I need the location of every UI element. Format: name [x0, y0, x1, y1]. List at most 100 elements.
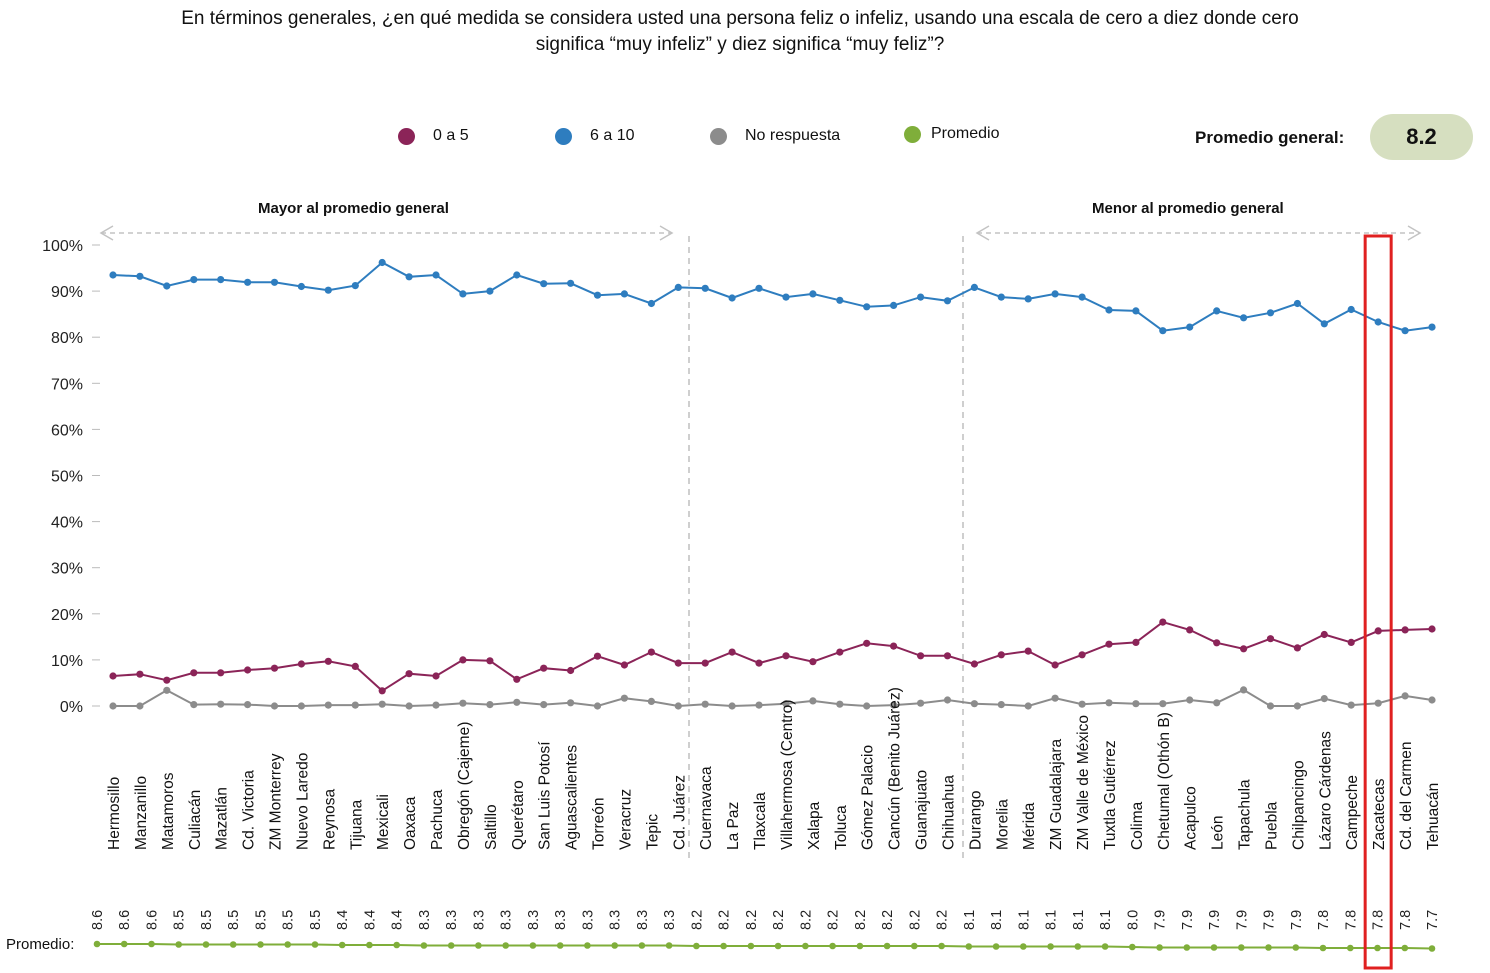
promedio-value-label: 8.6: [117, 910, 133, 930]
category-label: Hermosillo: [106, 777, 123, 850]
point-0-a-5: [1401, 626, 1409, 634]
y-tick-label: 100%: [42, 238, 83, 255]
point-6-a-10: [136, 272, 144, 280]
promedio-value-label: 8.3: [580, 910, 596, 930]
point-6-a-10: [647, 299, 656, 308]
promedio-value-label: 8.6: [90, 910, 106, 930]
promedio-value-label: 8.3: [553, 910, 569, 930]
promedio-point: [120, 940, 128, 948]
promedio-point: [93, 940, 101, 948]
promedio-point: [1129, 943, 1136, 951]
legend-label-no-respuesta: No respuesta: [745, 127, 841, 144]
point-no-respuesta: [163, 686, 171, 694]
point-no-respuesta: [378, 700, 386, 708]
point-no-respuesta: [1240, 686, 1248, 694]
category-label: Cd. Juárez: [671, 775, 688, 850]
category-label: León: [1210, 816, 1227, 850]
category-label: Nuevo Laredo: [294, 753, 311, 850]
legend-label-promedio: Promedio: [931, 125, 1000, 142]
point-0-a-5: [540, 664, 548, 672]
point-no-respuesta: [1320, 695, 1328, 703]
promedio-value-label: 8.0: [1125, 910, 1141, 930]
point-0-a-5: [755, 659, 763, 667]
promedio-value-label: 8.5: [172, 910, 188, 930]
point-6-a-10: [890, 301, 898, 309]
category-label: Mazatlán: [214, 787, 231, 850]
promedio-point: [393, 941, 401, 949]
category-label: Mexicali: [375, 794, 392, 850]
point-0-a-5: [1051, 661, 1059, 669]
point-0-a-5: [109, 672, 117, 680]
point-no-respuesta: [540, 701, 548, 709]
point-0-a-5: [1078, 651, 1086, 659]
point-6-a-10: [190, 276, 198, 284]
point-6-a-10: [486, 287, 494, 295]
y-tick-label: 60%: [51, 422, 83, 439]
point-6-a-10: [917, 293, 925, 301]
point-6-a-10: [782, 293, 790, 301]
promedio-value-label: 8.2: [826, 910, 842, 930]
point-6-a-10: [1240, 314, 1248, 322]
category-label: Cancún (Benito Juárez): [887, 687, 904, 850]
promedio-point: [202, 941, 210, 948]
arrow-below-head-left: [975, 225, 990, 241]
promedio-point: [693, 942, 700, 950]
category-label: Guanajuato: [914, 770, 931, 850]
point-0-a-5: [513, 675, 521, 683]
category-label: Obregón (Cajeme): [456, 722, 473, 850]
point-no-respuesta: [1078, 700, 1086, 708]
legend-dot-6a10: [555, 127, 572, 145]
promedio-point: [829, 942, 836, 950]
point-6-a-10: [701, 284, 709, 292]
category-label: Cd. del Carmen: [1398, 741, 1415, 850]
point-no-respuesta: [486, 701, 494, 709]
category-label: San Luis Potosí: [537, 741, 554, 850]
promedio-point: [638, 942, 646, 949]
promedio-value-label: 8.1: [1016, 910, 1032, 930]
point-6-a-10: [943, 297, 952, 305]
point-0-a-5: [405, 670, 413, 678]
point-no-respuesta: [943, 696, 952, 704]
category-label: Zacatecas: [1371, 778, 1388, 850]
point-6-a-10: [297, 282, 305, 291]
promedio-point: [447, 942, 455, 949]
promedio-value-label: 8.2: [880, 910, 896, 930]
promedio-point: [556, 942, 564, 949]
point-no-respuesta: [647, 697, 656, 706]
point-6-a-10: [809, 290, 817, 298]
point-6-a-10: [1078, 293, 1086, 301]
promedio-point: [502, 942, 510, 949]
point-no-respuesta: [782, 700, 790, 708]
y-tick-label: 10%: [51, 653, 83, 670]
point-6-a-10: [620, 290, 629, 298]
promedio-value-label: 8.3: [608, 910, 624, 930]
point-0-a-5: [620, 661, 629, 669]
legend-label-0a5: 0 a 5: [433, 127, 469, 144]
promedio-point: [284, 941, 292, 948]
point-0-a-5: [297, 660, 305, 668]
category-label: Manzanillo: [133, 776, 150, 850]
category-label: Aguascalientes: [564, 745, 581, 850]
point-no-respuesta: [1347, 701, 1355, 709]
point-6-a-10: [755, 284, 763, 292]
promedio-value-label: 8.2: [689, 910, 705, 930]
point-no-respuesta: [297, 702, 305, 710]
point-0-a-5: [1159, 618, 1167, 626]
promedio-point: [665, 942, 673, 949]
category-label: Puebla: [1263, 801, 1280, 850]
promedio-point: [1238, 944, 1245, 951]
promedio-point: [257, 941, 264, 948]
section-label-below: Menor al promedio general: [1092, 200, 1284, 217]
promedio-value-label: 8.5: [281, 910, 297, 930]
point-no-respuesta: [190, 701, 198, 709]
promedio-value-label: 7.8: [1398, 910, 1414, 930]
promedio-point: [774, 942, 782, 950]
promedio-value-label: 8.2: [853, 910, 869, 930]
promedio-value-label: 7.9: [1262, 910, 1278, 930]
point-no-respuesta: [890, 701, 898, 709]
promedio-point: [1401, 944, 1409, 952]
category-label: Culiacán: [187, 790, 204, 850]
promedio-line: [97, 943, 1433, 950]
promedio-value-label: 8.3: [417, 910, 433, 930]
promedio-point: [883, 942, 891, 950]
